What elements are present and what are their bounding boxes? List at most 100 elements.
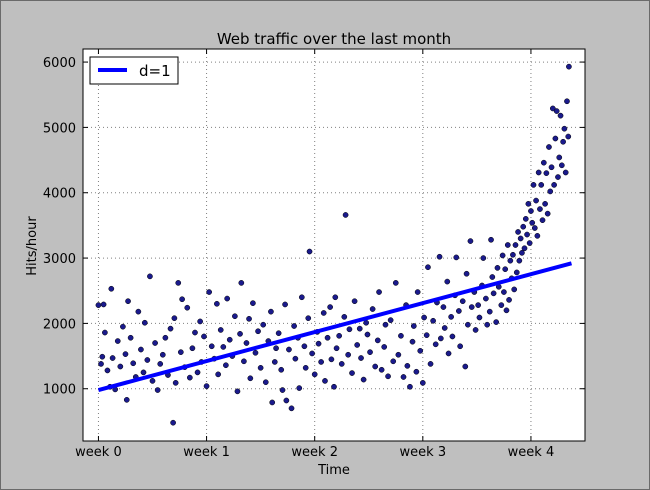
data-point: [282, 301, 288, 308]
data-point: [484, 321, 491, 328]
data-point: [557, 112, 564, 119]
data-point: [498, 302, 505, 308]
data-point: [407, 383, 413, 390]
data-point: [551, 182, 557, 188]
data-point: [214, 300, 220, 307]
data-point: [135, 308, 142, 315]
data-point: [459, 298, 466, 305]
data-point: [378, 366, 385, 373]
fit-line-series: [97, 261, 573, 392]
data-point: [338, 361, 345, 367]
data-point: [441, 325, 448, 331]
data-point: [318, 359, 324, 365]
data-point: [138, 346, 144, 353]
data-point: [283, 397, 290, 404]
data-point: [356, 325, 363, 332]
data-point: [306, 248, 313, 255]
data-point: [369, 306, 376, 312]
data-point: [374, 337, 381, 344]
data-point: [542, 200, 548, 207]
data-point: [291, 323, 297, 329]
y-axis-ticks: 1000 2000 3000 4000 5000 6000: [43, 56, 585, 398]
data-point: [345, 351, 352, 358]
data-point: [476, 314, 483, 321]
chart-title: Web traffic over the last month: [217, 30, 451, 48]
data-point: [215, 371, 222, 378]
data-point: [494, 265, 501, 271]
data-point: [398, 332, 404, 339]
data-point: [506, 297, 512, 303]
data-point: [413, 368, 420, 375]
data-point: [436, 253, 443, 260]
data-point: [372, 363, 379, 370]
data-point: [548, 164, 555, 171]
data-point: [409, 338, 416, 345]
data-point: [516, 257, 523, 264]
data-point: [465, 321, 471, 328]
data-point: [381, 344, 388, 350]
data-point: [430, 317, 436, 324]
data-point: [531, 225, 538, 231]
data-point: [521, 245, 528, 252]
y-tick-label: 3000: [43, 252, 76, 267]
y-tick-label: 2000: [43, 317, 76, 332]
data-point: [220, 344, 227, 350]
data-point: [493, 319, 500, 325]
data-point: [170, 419, 176, 426]
data-point: [226, 336, 233, 343]
data-point: [268, 308, 274, 315]
data-point: [331, 383, 337, 390]
data-point: [286, 346, 292, 353]
data-point: [533, 197, 539, 204]
data-point: [246, 315, 252, 322]
data-point: [517, 235, 524, 242]
data-point: [467, 238, 474, 244]
y-tick-label: 5000: [43, 121, 76, 136]
y-tick-label: 4000: [43, 187, 76, 202]
data-point: [525, 200, 532, 207]
data-point: [186, 374, 193, 381]
data-point: [555, 174, 561, 180]
data-point: [565, 133, 572, 140]
data-point: [157, 361, 164, 367]
data-point: [558, 162, 565, 169]
data-point: [341, 314, 348, 320]
data-point: [556, 154, 563, 161]
data-point: [423, 332, 430, 339]
data-point: [262, 379, 269, 386]
x-tick-label: week 3: [400, 445, 447, 460]
data-point: [445, 350, 452, 357]
x-axis-label: Time: [317, 463, 350, 478]
data-point: [534, 233, 541, 239]
data-point: [528, 208, 534, 214]
data-point: [327, 304, 333, 310]
data-point: [504, 242, 511, 248]
y-tick-label: 1000: [43, 383, 76, 398]
data-point: [336, 332, 342, 339]
data-point: [309, 350, 315, 357]
data-point: [552, 135, 559, 142]
data-point: [503, 307, 510, 314]
data-point: [278, 366, 285, 373]
data-point: [162, 334, 169, 341]
data-point: [271, 359, 278, 365]
data-point: [489, 274, 496, 280]
data-point: [463, 270, 470, 277]
data-point: [543, 170, 550, 176]
data-point: [255, 328, 261, 335]
data-point: [152, 340, 158, 346]
data-point: [144, 357, 151, 363]
data-point: [395, 351, 402, 358]
data-point: [243, 340, 250, 346]
data-point: [149, 378, 156, 384]
data-point: [537, 206, 543, 212]
data-point: [404, 363, 411, 369]
data-point: [108, 285, 115, 292]
data-point: [201, 333, 207, 340]
data-point: [490, 290, 497, 297]
data-point: [349, 370, 355, 376]
data-point: [292, 355, 299, 362]
data-point: [547, 188, 554, 195]
data-point: [305, 315, 312, 322]
data-point: [363, 319, 370, 326]
